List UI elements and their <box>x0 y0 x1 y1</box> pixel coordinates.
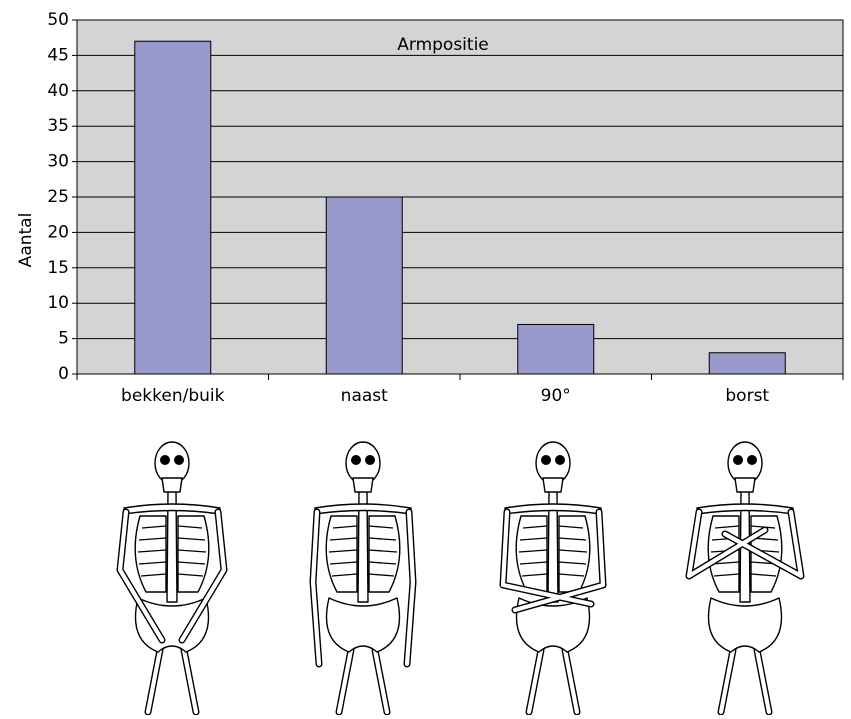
y-tick-label: 5 <box>58 329 69 349</box>
skeleton <box>689 442 801 712</box>
chart: Armpositie Aantal 0 5 10 15 20 25 30 35 40 45 50 be… <box>0 0 851 715</box>
y-tick-label: 45 <box>47 45 69 65</box>
x-tick-label: naast <box>341 386 388 406</box>
y-tick-label: 40 <box>47 81 69 101</box>
y-tick-label: 10 <box>47 293 69 313</box>
y-tick-label: 20 <box>47 222 69 242</box>
y-tick-label: 0 <box>58 364 69 384</box>
y-tick-label: 15 <box>47 258 69 278</box>
bar <box>135 41 211 374</box>
y-tick-label: 50 <box>47 10 69 30</box>
bar <box>518 324 594 374</box>
x-tick-label: 90° <box>541 386 571 406</box>
skeleton <box>503 442 603 712</box>
bar <box>326 197 402 374</box>
y-tick-label: 35 <box>47 116 69 136</box>
skeleton <box>313 442 413 712</box>
x-tick-label: borst <box>725 386 769 406</box>
y-axis-label: Aantal <box>16 213 36 268</box>
x-tick-label: bekken/buik <box>121 386 225 406</box>
y-tick-label: 25 <box>47 187 69 207</box>
skeleton <box>120 442 224 712</box>
y-tick-label: 30 <box>47 152 69 172</box>
bar <box>709 353 785 374</box>
chart-title: Armpositie <box>397 35 489 55</box>
